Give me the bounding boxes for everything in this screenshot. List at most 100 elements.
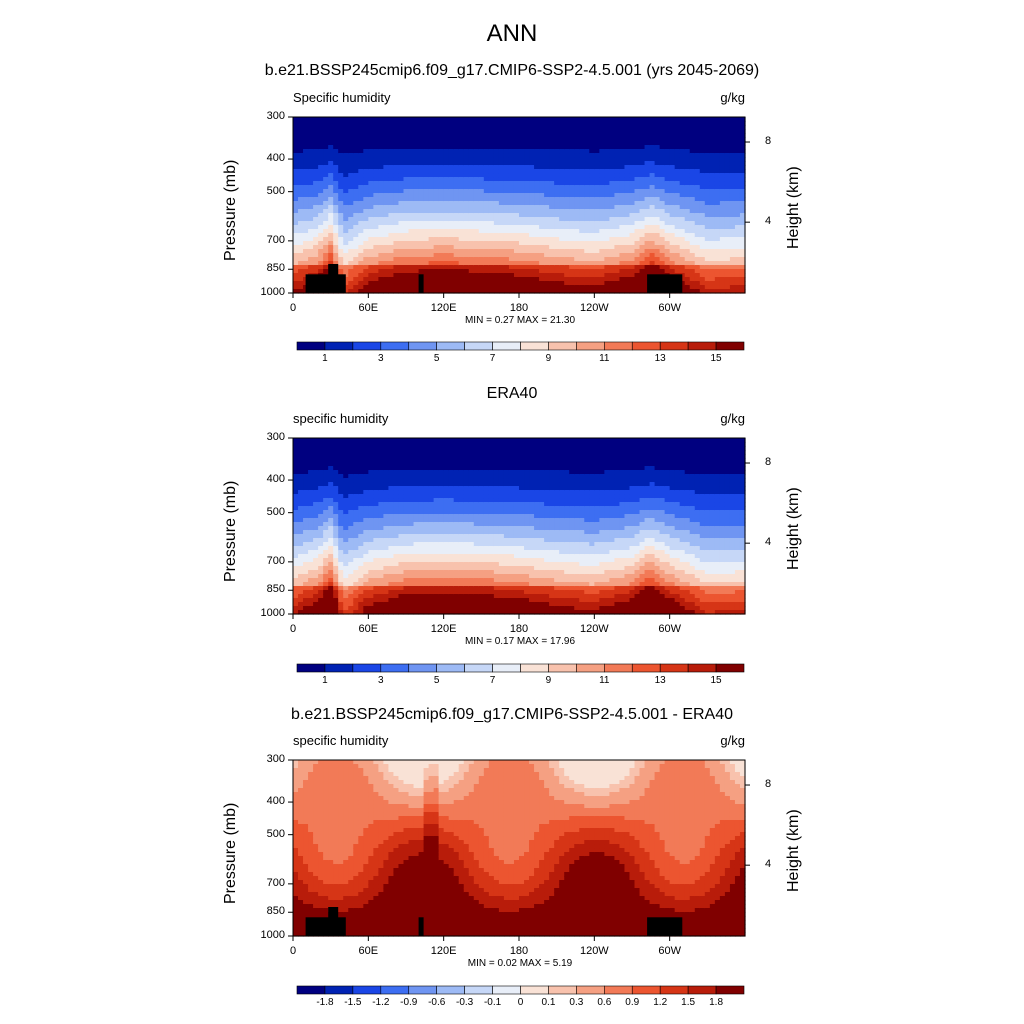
y-right-tick-label: 4 <box>765 215 772 228</box>
colorbar-tick-label: 5 <box>433 353 440 364</box>
x-tick-label: 60W <box>658 945 681 957</box>
colorbar-cell <box>324 663 354 673</box>
y-right-tick-label: 8 <box>765 135 772 148</box>
topography-mask <box>305 274 346 293</box>
colorbar-tick-label: 11 <box>599 675 610 686</box>
y-tick-label: 300 <box>266 431 285 443</box>
x-tick-label: 0 <box>289 302 297 314</box>
colorbar-tick-label: 1 <box>322 353 328 364</box>
colorbar-cell <box>604 341 633 351</box>
y-axis-label: Pressure (mb) <box>222 480 239 582</box>
colorbar-cell <box>604 663 633 673</box>
x-tick-label: 120E <box>430 302 457 314</box>
colorbar-cell <box>408 663 437 673</box>
y-tick-label: 850 <box>266 262 285 275</box>
panel-title: b.e21.BSSP245cmip6.f09_g17.CMIP6-SSP2-4.… <box>264 62 760 79</box>
colorbar-cell <box>520 985 549 995</box>
colorbar-cell <box>436 341 465 351</box>
colorbar-tick-label: 7 <box>489 353 496 364</box>
x-tick-label: 180 <box>509 945 529 957</box>
y-axis-label: Pressure (mb) <box>222 802 239 904</box>
topography-mask <box>647 917 683 936</box>
y-axis-label: Pressure (mb) <box>222 159 239 261</box>
y-tick-label: 500 <box>266 827 285 840</box>
topography-mask <box>328 264 339 293</box>
colorbar-cell <box>492 341 521 351</box>
panel-left-label: Specific humidity <box>293 90 391 105</box>
colorbar-cell <box>687 663 717 673</box>
panel-units-label: g/kg <box>720 411 745 426</box>
colorbar-tick-label: 1.8 <box>709 997 724 1008</box>
colorbar-cell <box>659 663 689 673</box>
colorbar-tick-label: 9 <box>545 675 552 686</box>
colorbar-cell <box>715 341 745 351</box>
y-right-tick-label: 4 <box>765 536 772 549</box>
colorbar-tick-label: -1.8 <box>316 997 334 1008</box>
colorbar-tick-label: 3 <box>378 353 384 364</box>
colorbar-cell <box>659 985 689 995</box>
colorbar-cell <box>464 341 493 351</box>
y-tick-label: 1000 <box>260 286 285 298</box>
x-tick-label: 60W <box>658 623 681 635</box>
colorbar-cell <box>604 985 633 995</box>
min-max-text: MIN = 0.02 MAX = 5.19 <box>467 958 573 969</box>
x-tick-label: 180 <box>509 623 529 635</box>
colorbar-tick-label: 1.5 <box>681 997 696 1008</box>
x-tick-label: 60W <box>658 302 681 314</box>
panel-left-label: specific humidity <box>293 411 389 426</box>
colorbar-cell <box>436 985 465 995</box>
colorbar-tick-label: 0.1 <box>541 997 556 1008</box>
colorbar-tick-label: 13 <box>654 675 666 686</box>
x-tick-label: 60E <box>358 623 379 635</box>
y-right-axis-label: Height (km) <box>785 487 802 570</box>
y-tick-label: 400 <box>266 152 285 165</box>
colorbar-cell <box>352 341 382 351</box>
colorbar-cell <box>296 985 326 995</box>
x-tick-label: 120W <box>579 945 609 957</box>
y-tick-label: 850 <box>266 905 285 918</box>
y-tick-label: 1000 <box>260 607 285 619</box>
contour-field-1 <box>293 438 746 615</box>
colorbar-tick-label: 11 <box>599 353 610 364</box>
x-tick-label: 0 <box>289 623 297 635</box>
colorbar-cell <box>492 663 521 673</box>
min-max-text: MIN = 0.27 MAX = 21.30 <box>464 315 576 326</box>
x-tick-label: 120W <box>579 623 609 635</box>
colorbar-tick-label: -1.2 <box>372 997 390 1008</box>
colorbar-cell <box>464 663 493 673</box>
colorbar-cell <box>380 985 410 995</box>
y-tick-label: 400 <box>266 795 285 808</box>
colorbar-tick-label: 1.2 <box>653 997 668 1008</box>
colorbar-cell <box>631 663 661 673</box>
x-tick-label: 120E <box>430 623 457 635</box>
colorbar-tick-label: 5 <box>433 675 440 686</box>
x-tick-label: 60E <box>358 302 379 314</box>
y-tick-label: 400 <box>266 473 285 486</box>
y-right-axis-label: Height (km) <box>785 809 802 892</box>
topography-mask <box>418 917 424 936</box>
y-tick-label: 850 <box>266 583 285 596</box>
colorbar-cell <box>576 663 605 673</box>
colorbar-cell <box>548 663 577 673</box>
panel-units-label: g/kg <box>720 90 745 105</box>
colorbar-cell <box>576 341 605 351</box>
colorbar-cell <box>576 985 605 995</box>
contour-field-2 <box>293 760 746 937</box>
colorbar-tick-label: 0.9 <box>625 997 640 1008</box>
colorbar-cell <box>715 663 745 673</box>
colorbar-cell <box>464 985 493 995</box>
colorbar-tick-label: 13 <box>654 353 666 364</box>
colorbar-cell <box>352 985 382 995</box>
y-tick-label: 1000 <box>260 929 285 941</box>
x-tick-label: 120W <box>579 302 609 314</box>
y-right-tick-label: 8 <box>765 778 772 791</box>
colorbar-cell <box>492 985 521 995</box>
y-tick-label: 500 <box>266 184 285 197</box>
y-tick-label: 700 <box>266 554 285 567</box>
colorbar-tick-label: 15 <box>710 353 722 364</box>
colorbar-cell <box>408 341 437 351</box>
x-tick-label: 120E <box>430 945 457 957</box>
colorbar-cell <box>296 341 326 351</box>
colorbar-tick-label: 15 <box>710 675 722 686</box>
